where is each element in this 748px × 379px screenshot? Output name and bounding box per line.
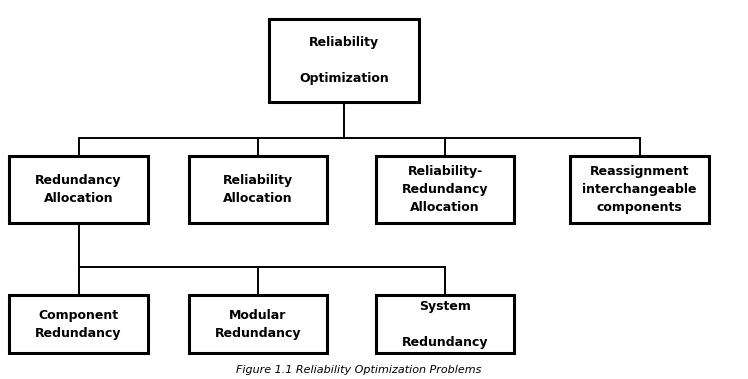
FancyBboxPatch shape [269,19,419,102]
Text: Reliability
Allocation: Reliability Allocation [223,174,293,205]
Text: Reliability

Optimization: Reliability Optimization [299,36,389,85]
Text: Figure 1.1 Reliability Optimization Problems: Figure 1.1 Reliability Optimization Prob… [236,365,482,375]
FancyBboxPatch shape [570,157,709,223]
Text: System

Redundancy: System Redundancy [402,299,488,349]
FancyBboxPatch shape [9,295,148,353]
FancyBboxPatch shape [375,295,515,353]
Text: Reliability-
Redundancy
Allocation: Reliability- Redundancy Allocation [402,165,488,214]
FancyBboxPatch shape [375,157,515,223]
FancyBboxPatch shape [188,157,327,223]
Text: Reassignment
interchangeable
components: Reassignment interchangeable components [582,165,697,214]
FancyBboxPatch shape [9,157,148,223]
Text: Component
Redundancy: Component Redundancy [35,309,122,340]
Text: Redundancy
Allocation: Redundancy Allocation [35,174,122,205]
Text: Modular
Redundancy: Modular Redundancy [215,309,301,340]
FancyBboxPatch shape [188,295,327,353]
